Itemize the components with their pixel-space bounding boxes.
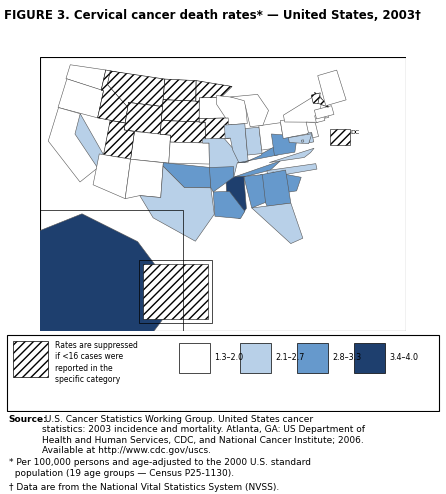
Polygon shape — [273, 172, 301, 194]
Polygon shape — [311, 93, 320, 104]
FancyBboxPatch shape — [179, 343, 210, 373]
Polygon shape — [252, 203, 303, 244]
Polygon shape — [161, 100, 199, 122]
Polygon shape — [160, 121, 205, 143]
Polygon shape — [259, 123, 285, 150]
Polygon shape — [12, 214, 179, 353]
Text: Source:: Source: — [9, 415, 48, 424]
Text: † Data are from the National Vital Statistics System (NVSS).: † Data are from the National Vital Stati… — [9, 483, 279, 492]
Polygon shape — [284, 93, 322, 122]
Polygon shape — [245, 127, 262, 155]
Polygon shape — [260, 170, 291, 206]
Polygon shape — [163, 79, 196, 101]
Text: DC: DC — [350, 130, 359, 135]
Polygon shape — [231, 94, 268, 126]
Polygon shape — [196, 81, 232, 101]
Polygon shape — [267, 164, 317, 177]
Polygon shape — [103, 121, 134, 159]
Polygon shape — [306, 122, 318, 138]
FancyBboxPatch shape — [297, 343, 328, 373]
Polygon shape — [48, 108, 98, 182]
Polygon shape — [226, 176, 246, 219]
Text: 2.8–3.3: 2.8–3.3 — [332, 353, 361, 363]
Polygon shape — [237, 147, 278, 163]
Polygon shape — [169, 142, 209, 164]
FancyBboxPatch shape — [240, 343, 271, 373]
Polygon shape — [314, 106, 334, 119]
Polygon shape — [289, 134, 312, 144]
Polygon shape — [131, 131, 170, 163]
Polygon shape — [107, 71, 165, 107]
Polygon shape — [93, 154, 131, 199]
Polygon shape — [199, 118, 232, 140]
Text: * Per 100,000 persons and age-adjusted to the 2000 U.S. standard
  population (1: * Per 100,000 persons and age-adjusted t… — [9, 458, 311, 478]
Polygon shape — [307, 132, 314, 143]
Polygon shape — [203, 138, 245, 178]
Polygon shape — [125, 159, 163, 199]
Polygon shape — [58, 79, 103, 118]
Polygon shape — [224, 124, 248, 163]
Polygon shape — [98, 70, 133, 123]
Polygon shape — [301, 140, 304, 142]
Polygon shape — [315, 114, 325, 123]
Polygon shape — [124, 102, 162, 134]
Polygon shape — [75, 114, 103, 168]
Text: Rates are suppressed
if <16 cases were
reported in the
specific category: Rates are suppressed if <16 cases were r… — [55, 341, 138, 384]
FancyBboxPatch shape — [40, 57, 406, 331]
FancyBboxPatch shape — [13, 341, 48, 377]
Polygon shape — [269, 148, 314, 163]
Text: 1.3–2.0: 1.3–2.0 — [214, 353, 244, 363]
Polygon shape — [314, 92, 328, 107]
Polygon shape — [324, 113, 329, 118]
Polygon shape — [210, 166, 234, 192]
Polygon shape — [143, 264, 208, 319]
Text: 3.4–4.0: 3.4–4.0 — [389, 353, 418, 363]
Polygon shape — [163, 163, 211, 188]
Polygon shape — [244, 175, 265, 208]
FancyBboxPatch shape — [330, 129, 350, 145]
Polygon shape — [280, 117, 313, 138]
Polygon shape — [213, 191, 245, 218]
Text: 2.1–2.7: 2.1–2.7 — [276, 353, 305, 363]
FancyBboxPatch shape — [354, 343, 385, 373]
FancyBboxPatch shape — [7, 335, 439, 411]
Text: FIGURE 3. Cervical cancer death rates* — United States, 2003†: FIGURE 3. Cervical cancer death rates* —… — [4, 8, 421, 22]
Polygon shape — [234, 161, 280, 177]
Polygon shape — [216, 95, 248, 125]
Polygon shape — [140, 166, 214, 241]
Polygon shape — [66, 65, 106, 90]
Text: U.S. Cancer Statistics Working Group. United States cancer
statistics: 2003 inci: U.S. Cancer Statistics Working Group. Un… — [41, 415, 365, 455]
Polygon shape — [318, 70, 346, 106]
Polygon shape — [271, 134, 297, 156]
